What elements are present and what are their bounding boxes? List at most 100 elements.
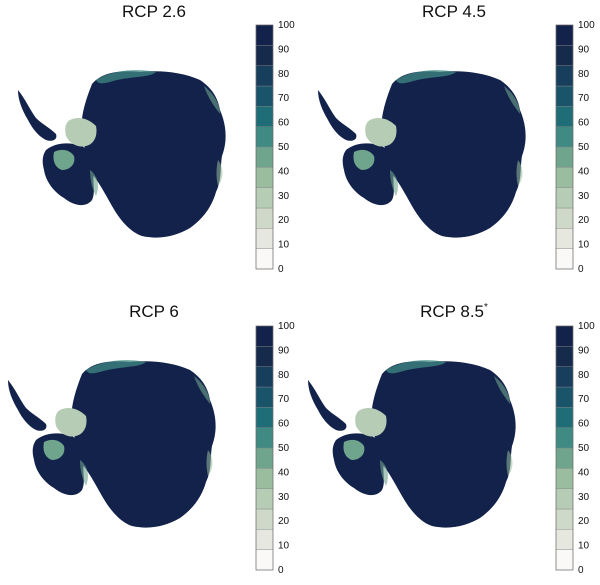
colorbar-tick-label: 80 [278,69,290,80]
colorbar-tick-label: 40 [578,166,590,177]
panel-title-text: RCP 6 [129,302,179,321]
colorbar-segment [255,146,274,168]
colorbar-segment [255,106,274,127]
colorbar-segment [255,386,274,408]
colorbar-segment [555,65,574,87]
colorbar-segment [255,126,274,148]
colorbar-segment [255,187,274,209]
colorbar-segment [555,45,574,66]
antarctica-map [308,360,516,528]
panel-title: RCP 8.5* [420,302,488,321]
colorbar-segment [255,549,274,571]
colorbar-tick-label: 100 [578,20,595,31]
colorbar-tick-label: 50 [278,443,290,454]
antarctica-map [18,70,226,238]
colorbar-tick-label: 70 [278,394,290,405]
antarctica-map [8,360,216,528]
colorbar-segment [555,126,574,148]
colorbar-tick-label: 60 [278,419,290,430]
colorbar-tick-label: 50 [578,142,590,153]
colorbar-tick-label: 30 [278,492,290,503]
colorbar-tick-label: 20 [578,516,590,527]
colorbar-tick-label: 20 [578,215,590,226]
colorbar-segment [555,106,574,127]
colorbar-tick-label: 20 [278,215,290,226]
colorbar-tick-label: 40 [278,467,290,478]
colorbar-segment [555,549,574,571]
colorbar-segment [255,407,274,428]
colorbar-segment [555,447,574,469]
colorbar-frame [555,24,574,270]
colorbar-segment [255,207,274,229]
colorbar-segment [255,508,274,530]
colorbar-segment [255,24,274,46]
panel-title: RCP 2.6 [122,2,186,21]
colorbar-tick-label: 10 [278,240,290,251]
colorbar-tick-label: 20 [278,516,290,527]
colorbar-tick-label: 60 [578,118,590,129]
colorbar-tick-label: 40 [578,467,590,478]
colorbar-tick-label: 40 [278,166,290,177]
colorbar-frame [255,24,274,270]
colorbar-segment [555,248,574,270]
colorbar-tick-label: 100 [278,321,295,332]
colorbar-frame [555,325,574,571]
colorbar-segment [555,508,574,530]
antarctica-map [318,70,526,238]
colorbar-segment [255,529,274,550]
colorbar-tick-label: 0 [578,264,584,275]
colorbar-segment [255,468,274,489]
colorbar-segment [255,447,274,469]
colorbar-tick-label: 30 [578,191,590,202]
panel-title: RCP 6 [129,302,179,321]
colorbar-segment [255,85,274,107]
colorbar-segment [255,167,274,188]
colorbar-tick-label: 80 [278,370,290,381]
panel-title: RCP 4.5 [422,2,486,21]
colorbar-segment [555,366,574,388]
colorbar-tick-label: 70 [578,93,590,104]
colorbar-tick-label: 70 [278,93,290,104]
colorbar-tick-label: 80 [578,370,590,381]
colorbar-tick-label: 10 [578,240,590,251]
colorbar-segment [255,65,274,87]
colorbar-tick-label: 60 [278,118,290,129]
colorbar-segment [255,248,274,270]
colorbar-segment [555,468,574,489]
colorbar-segment [255,488,274,510]
colorbar-segment [255,346,274,367]
colorbar-segment [255,366,274,388]
colorbar-tick-label: 90 [578,44,590,55]
colorbar-segment [555,407,574,428]
colorbar-segment [555,325,574,347]
colorbar-segment [555,529,574,550]
colorbar-tick-label: 100 [578,321,595,332]
colorbar-segment [555,207,574,229]
colorbar-tick-label: 0 [278,565,284,576]
colorbar-tick-label: 50 [578,443,590,454]
colorbar-segment [555,488,574,510]
colorbar-tick-label: 30 [578,492,590,503]
colorbar-segment [255,427,274,449]
colorbar-segment [255,45,274,66]
colorbar-segment [555,167,574,188]
colorbar-segment [255,325,274,347]
colorbar-segment [555,346,574,367]
colorbar-segment [555,386,574,408]
colorbar-tick-label: 0 [578,565,584,576]
colorbar-segment [555,24,574,46]
colorbar-tick-label: 90 [278,345,290,356]
panel-title-superscript: * [484,302,488,313]
colorbar-frame [255,325,274,571]
colorbar-tick-label: 60 [578,419,590,430]
colorbar-tick-label: 100 [278,20,295,31]
colorbar-tick-label: 50 [278,142,290,153]
colorbar-tick-label: 10 [578,541,590,552]
colorbar-segment [555,146,574,168]
colorbar-segment [255,228,274,249]
